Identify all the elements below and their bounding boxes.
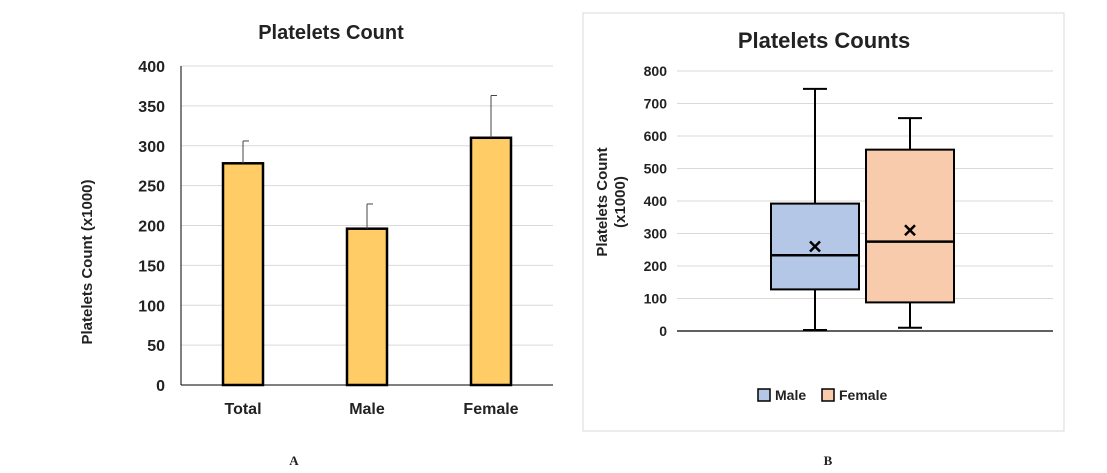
box-chart-legend: Male Female: [757, 387, 887, 403]
box-chart-title: Platelets Counts: [738, 28, 910, 53]
bar-chart-y-tick-label: 250: [138, 179, 165, 196]
bar-chart-y-ticks: 0 50 100 150 200 250 300 350 400: [138, 59, 165, 395]
bar-male: [345, 227, 389, 387]
box-chart-y-tick-label: 700: [644, 96, 668, 112]
box-chart-y-tick-label: 400: [644, 193, 668, 209]
panel-label-b: B: [824, 453, 833, 468]
bar-chart-y-tick-label: 300: [138, 139, 165, 156]
box-chart-panel: Platelets Counts Platelets Count (x1000)…: [594, 28, 1053, 403]
bar-chart-y-axis-label: Platelets Count (x1000): [79, 179, 96, 344]
bar-chart-y-tick-label: 50: [147, 338, 165, 355]
bar-chart-x-tick-label: Male: [349, 401, 385, 418]
bar-chart-title: Platelets Count: [258, 22, 404, 44]
box-chart-y-tick-label: 500: [644, 161, 668, 177]
bar-chart-y-tick-label: 0: [156, 378, 165, 395]
box-chart-y-tick-label: 0: [659, 323, 667, 339]
box-chart-boxes: [770, 87, 955, 332]
legend-swatch-female: [821, 388, 835, 402]
legend-label-male: Male: [775, 387, 806, 403]
bar-chart-x-tick-label: Total: [224, 401, 261, 418]
box-chart-y-ticks: 0 100 200 300 400 500 600 700 800: [644, 63, 668, 339]
box-chart-y-tick-label: 800: [644, 63, 668, 79]
bar-chart-bars: [221, 95, 513, 387]
bar-chart-x-tick-label: Female: [463, 401, 518, 418]
box-chart-y-tick-label: 200: [644, 258, 668, 274]
box-chart-y-tick-label: 300: [644, 226, 668, 242]
bar-total: [221, 162, 265, 387]
mean-marker-female: [904, 224, 916, 237]
box-chart-y-axis-label-line1: Platelets Count: [594, 147, 611, 256]
bar-chart-x-ticks: Total Male Female: [224, 401, 518, 418]
box-chart-y-axis-label-line2: (x1000): [612, 176, 629, 228]
box-chart-y-tick-label: 100: [644, 291, 668, 307]
panel-label-a: A: [289, 453, 299, 468]
bar-chart-y-tick-label: 400: [138, 59, 165, 76]
bar-chart-y-tick-label: 100: [138, 298, 165, 315]
bar-chart-y-tick-label: 350: [138, 99, 165, 116]
bar-female: [469, 136, 513, 387]
bar-chart-y-tick-label: 150: [138, 258, 165, 275]
legend-label-female: Female: [839, 387, 887, 403]
box-chart-y-tick-label: 600: [644, 128, 668, 144]
box-female: [865, 148, 955, 304]
bar-chart-y-tick-label: 200: [138, 219, 165, 236]
mean-marker-male: [809, 240, 821, 253]
legend-swatch-male: [757, 388, 771, 402]
bar-chart-panel: Platelets Count Platelets Count (x1000) …: [79, 22, 553, 418]
